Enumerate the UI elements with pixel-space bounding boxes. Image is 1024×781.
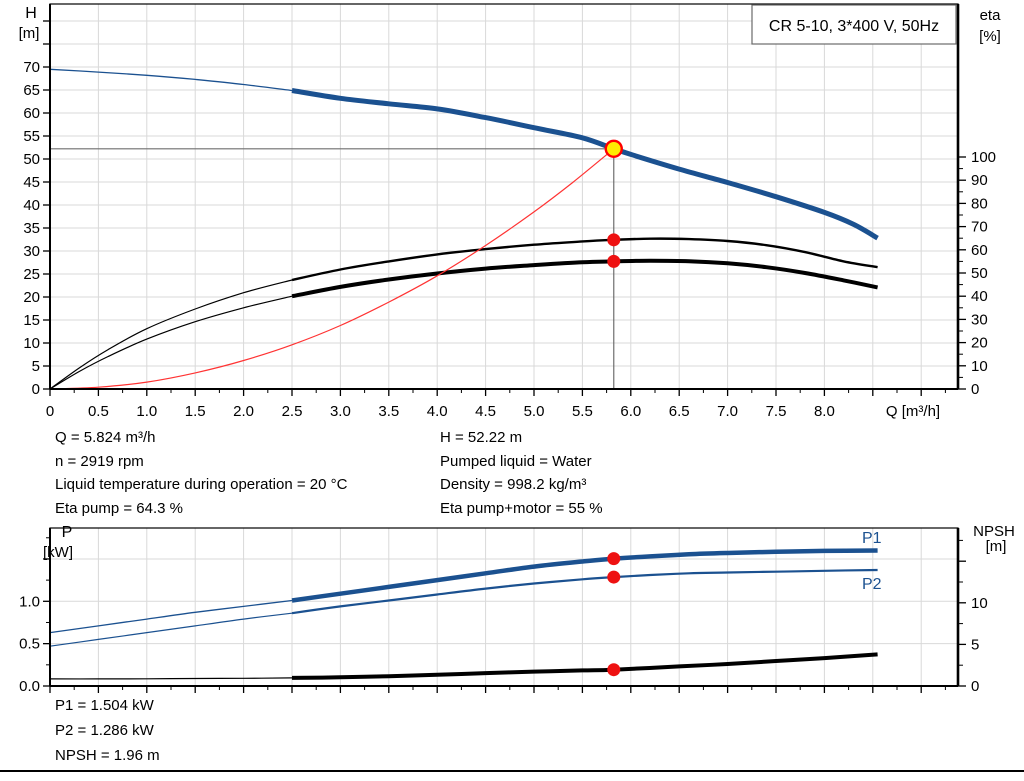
svg-text:6.0: 6.0 (620, 403, 641, 420)
svg-text:4.5: 4.5 (475, 403, 496, 420)
info-line-p2: P2 = 1.286 kW (55, 722, 154, 739)
power-npsh-chart: 0.0 0.5 1.0 0 5 10 P [kW] NPSH[m] P1 P2 (19, 523, 1015, 695)
svg-text:80: 80 (971, 195, 988, 212)
svg-text:[%]: [%] (979, 28, 1001, 45)
svg-text:P2: P2 (862, 576, 882, 593)
svg-text:2.5: 2.5 (282, 403, 303, 420)
svg-text:1.0: 1.0 (136, 403, 157, 420)
info-line-h: H = 52.22 m (440, 429, 523, 446)
svg-text:40: 40 (23, 197, 40, 214)
info-line-p1: P1 = 1.504 kW (55, 697, 154, 714)
svg-text:15: 15 (23, 312, 40, 329)
svg-text:40: 40 (971, 288, 988, 305)
svg-text:30: 30 (23, 243, 40, 260)
svg-text:30: 30 (971, 311, 988, 328)
svg-text:0.5: 0.5 (19, 636, 40, 653)
svg-text:0: 0 (971, 381, 979, 398)
svg-text:H: H (25, 5, 37, 22)
info-line-eta-pm: Eta pump+motor = 55 % (440, 499, 603, 517)
power-info: P1 = 1.504 kW P2 = 1.286 kW NPSH = 1.96 … (55, 693, 160, 768)
svg-text:0.0: 0.0 (19, 678, 40, 695)
svg-text:10: 10 (23, 335, 40, 352)
svg-text:7.0: 7.0 (717, 403, 738, 420)
info-line-temp: Liquid temperature during operation = 20… (55, 476, 348, 493)
svg-text:5: 5 (971, 636, 979, 653)
svg-text:CR 5-10, 3*400 V, 50Hz: CR 5-10, 3*400 V, 50Hz (769, 18, 939, 35)
divider (0, 770, 1024, 772)
svg-text:35: 35 (23, 220, 40, 237)
duty-info-left: Q = 5.824 m³/h n = 2919 rpm Liquid tempe… (55, 426, 347, 520)
svg-text:65: 65 (23, 82, 40, 99)
svg-text:[m]: [m] (19, 25, 40, 42)
svg-text:NPSH: NPSH (973, 523, 1015, 540)
info-line-density: Density = 998.2 kg/m³ (440, 476, 587, 493)
svg-text:10: 10 (971, 595, 988, 612)
svg-text:70: 70 (971, 219, 988, 236)
svg-text:100: 100 (971, 149, 996, 166)
svg-text:2.0: 2.0 (233, 403, 254, 420)
info-line-eta: Eta pump = 64.3 % (55, 499, 183, 517)
info-line-liquid: Pumped liquid = Water (440, 452, 592, 470)
svg-text:Q [m³/h]: Q [m³/h] (886, 403, 940, 420)
svg-text:50: 50 (23, 151, 40, 168)
svg-text:0: 0 (32, 381, 40, 398)
svg-text:1.5: 1.5 (185, 403, 206, 420)
svg-text:8.0: 8.0 (814, 403, 835, 420)
svg-text:eta: eta (980, 7, 1002, 24)
svg-text:20: 20 (971, 335, 988, 352)
svg-text:[kW]: [kW] (43, 544, 73, 561)
svg-text:5: 5 (32, 358, 40, 375)
svg-text:4.0: 4.0 (427, 403, 448, 420)
duty-info-right: H = 52.22 m Pumped liquid = Water Densit… (440, 426, 603, 520)
svg-text:5.5: 5.5 (572, 403, 593, 420)
info-line-q: Q = 5.824 m³/h (55, 429, 156, 446)
svg-text:[m]: [m] (986, 538, 1007, 555)
svg-text:1.0: 1.0 (19, 593, 40, 610)
svg-text:45: 45 (23, 174, 40, 191)
info-line-n: n = 2919 rpm (55, 452, 144, 470)
svg-text:10: 10 (971, 358, 988, 375)
svg-text:0.5: 0.5 (88, 403, 109, 420)
svg-text:7.5: 7.5 (766, 403, 787, 420)
svg-text:5.0: 5.0 (524, 403, 545, 420)
svg-text:55: 55 (23, 128, 40, 145)
svg-text:3.0: 3.0 (330, 403, 351, 420)
svg-text:3.5: 3.5 (378, 403, 399, 420)
svg-text:50: 50 (971, 265, 988, 282)
hq-eta-chart: 0 5 10 15 20 25 30 35 40 45 50 55 60 65 70 0 10 20 30 40 50 6… (19, 3, 1002, 420)
svg-text:0: 0 (46, 403, 54, 420)
svg-text:P1: P1 (862, 530, 882, 547)
svg-text:0: 0 (971, 678, 979, 695)
svg-text:20: 20 (23, 289, 40, 306)
svg-text:25: 25 (23, 266, 40, 283)
svg-text:60: 60 (23, 105, 40, 122)
info-line-npsh: NPSH = 1.96 m (55, 747, 160, 764)
svg-text:70: 70 (23, 59, 40, 76)
svg-text:90: 90 (971, 172, 988, 189)
svg-text:6.5: 6.5 (669, 403, 690, 420)
svg-text:P: P (62, 524, 73, 541)
svg-text:60: 60 (971, 242, 988, 259)
